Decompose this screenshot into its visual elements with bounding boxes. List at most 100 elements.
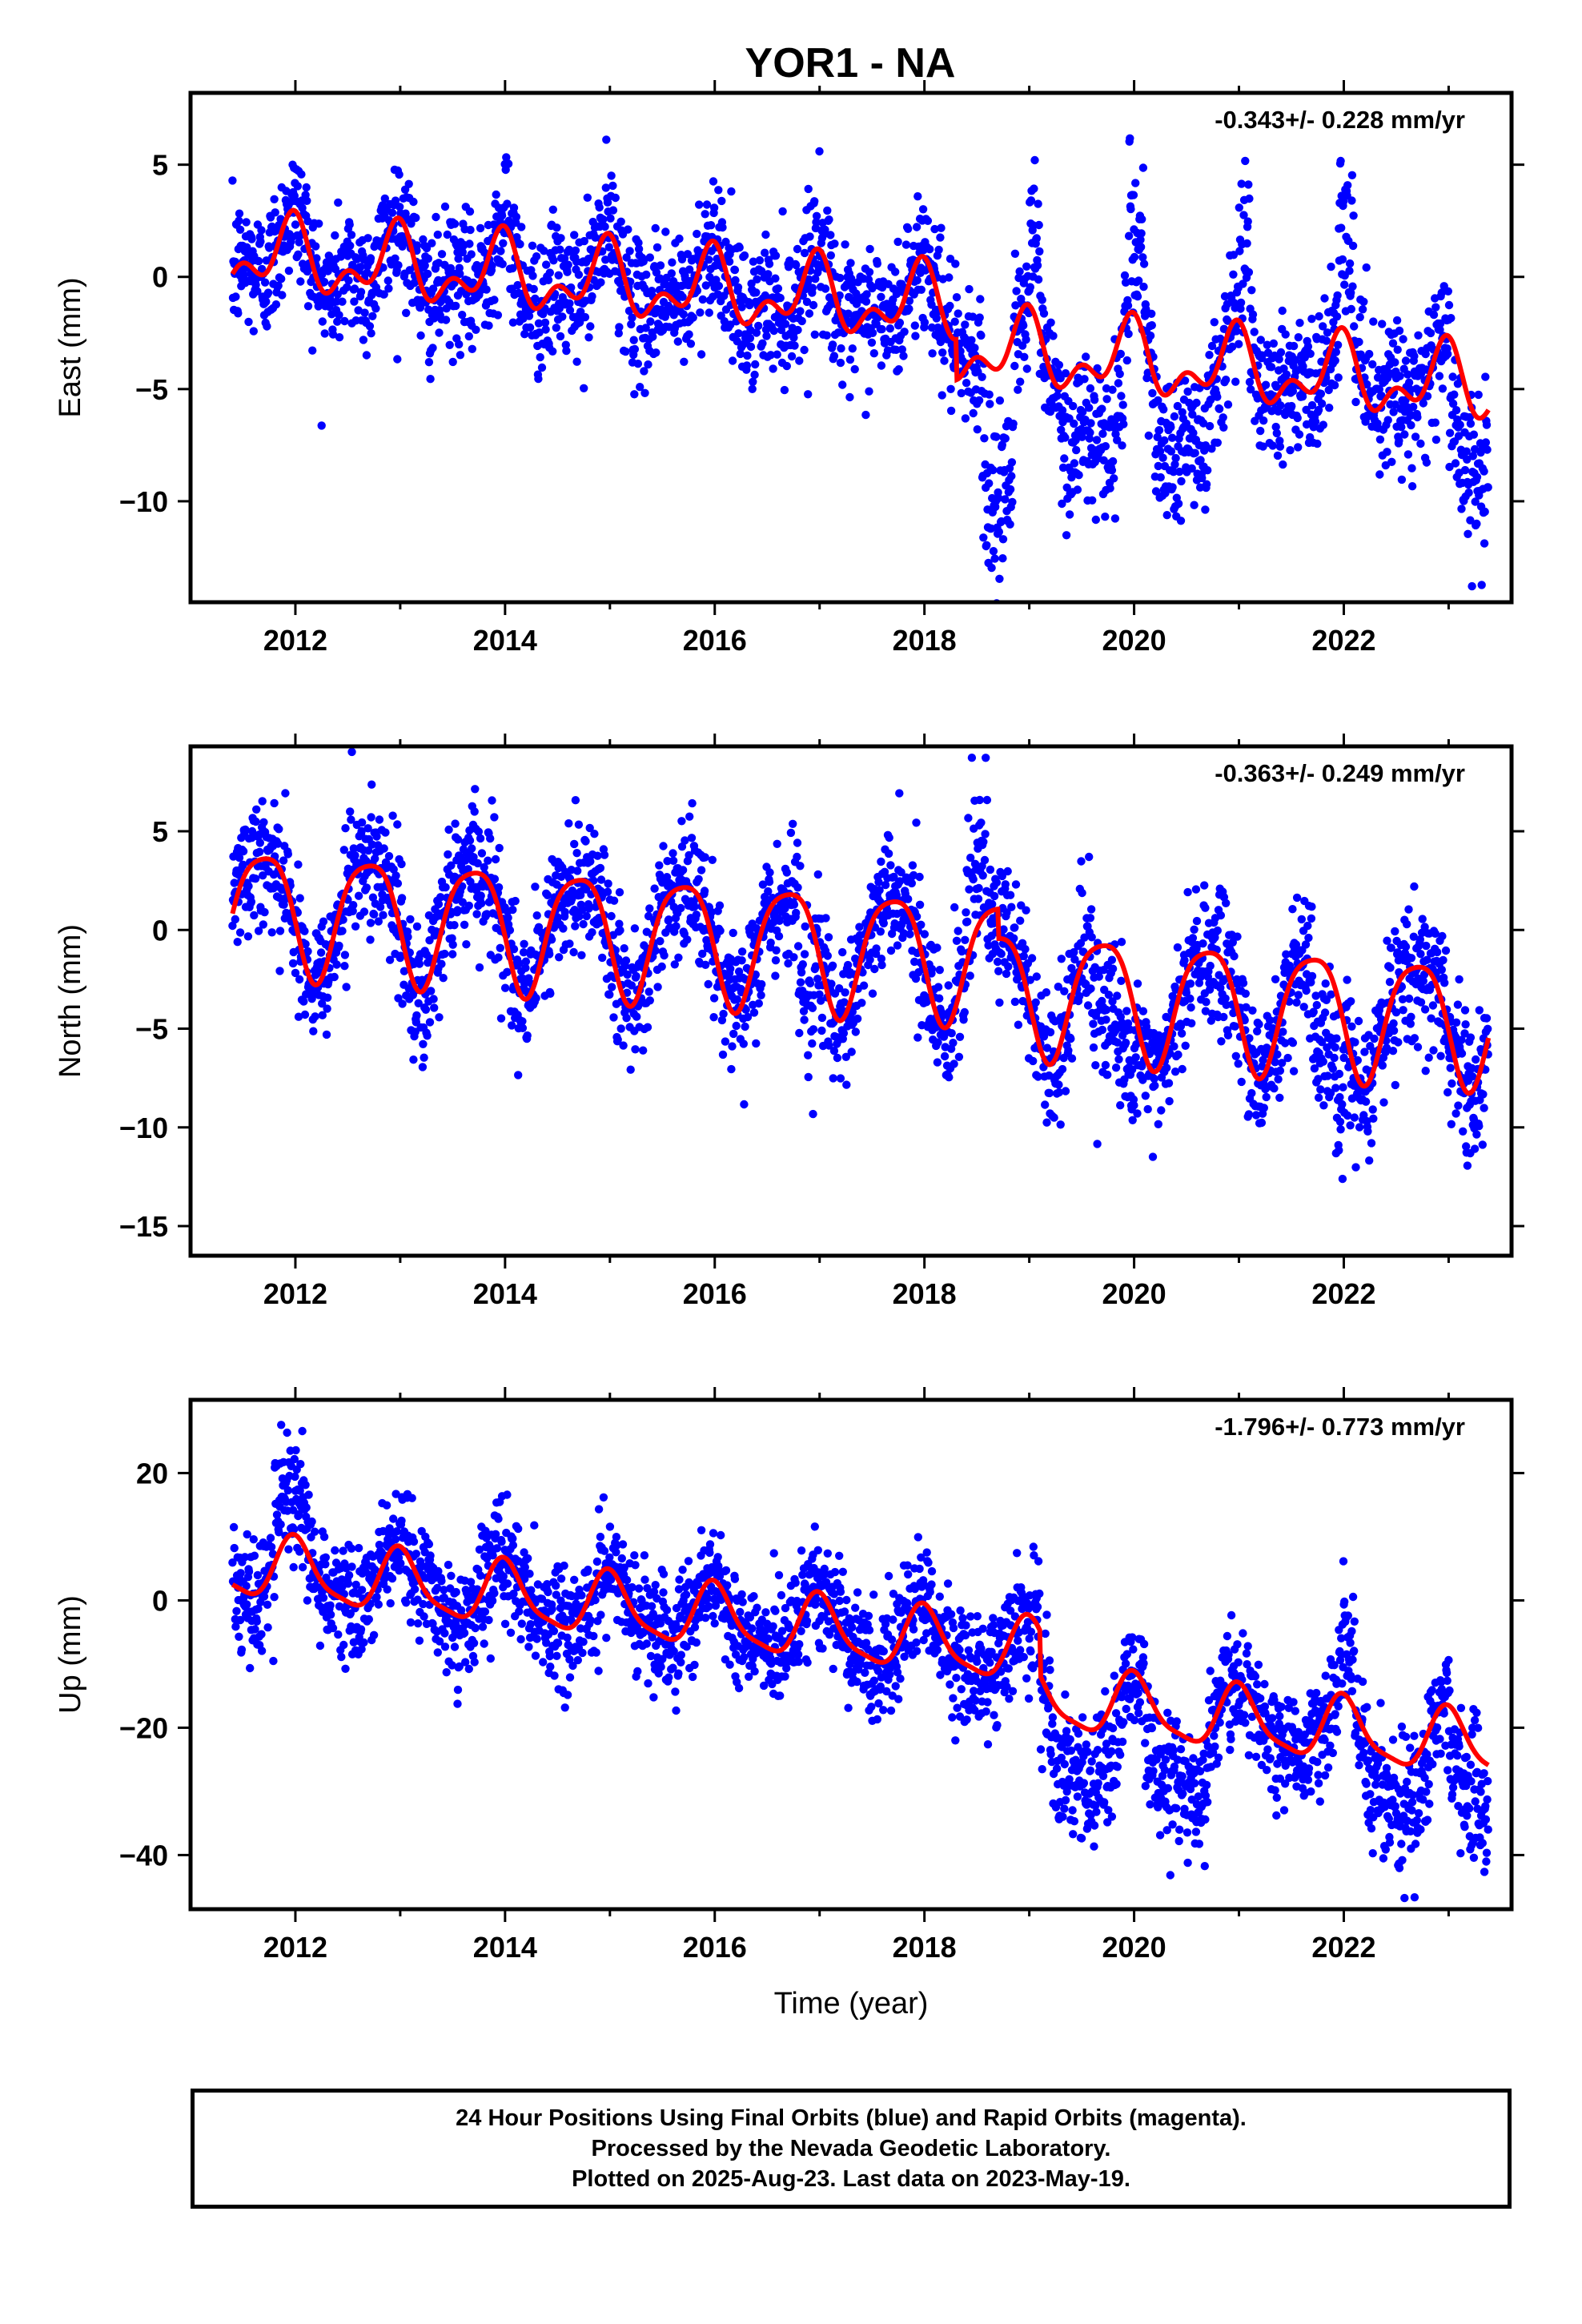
data-point xyxy=(872,944,881,953)
data-point xyxy=(374,917,383,926)
data-point xyxy=(870,964,879,974)
data-point xyxy=(253,287,262,296)
data-point xyxy=(745,334,755,343)
data-point xyxy=(990,891,999,901)
data-point xyxy=(430,1003,439,1012)
data-point xyxy=(341,824,350,833)
data-point xyxy=(1034,199,1042,208)
data-point xyxy=(577,951,586,960)
velocity-rate-label: -0.343+/- 0.228 mm/yr xyxy=(1215,106,1465,134)
data-point xyxy=(1235,247,1244,255)
data-point xyxy=(1131,1053,1140,1062)
data-point xyxy=(512,212,521,222)
data-point xyxy=(247,235,256,243)
data-point xyxy=(793,325,802,335)
data-point xyxy=(1268,441,1277,450)
data-point xyxy=(998,871,1007,881)
y-tick-label: 5 xyxy=(152,149,168,182)
data-point xyxy=(1108,456,1118,466)
data-point xyxy=(960,1007,970,1017)
data-point xyxy=(1377,392,1386,400)
data-point xyxy=(263,288,273,297)
data-point xyxy=(825,1041,833,1050)
data-point xyxy=(608,983,616,991)
data-point xyxy=(228,921,237,931)
data-point xyxy=(1282,370,1291,379)
data-point xyxy=(490,813,499,822)
data-point xyxy=(705,308,713,317)
data-point xyxy=(455,340,464,349)
data-point xyxy=(486,834,495,843)
data-point xyxy=(580,384,588,392)
data-point xyxy=(1338,255,1347,264)
data-point xyxy=(231,915,239,924)
data-point xyxy=(519,948,528,957)
data-point xyxy=(1151,487,1161,496)
data-point xyxy=(254,927,263,935)
data-point xyxy=(815,990,824,999)
data-point xyxy=(1431,418,1440,427)
data-point xyxy=(442,304,451,313)
data-point xyxy=(521,963,530,972)
data-point xyxy=(766,351,775,360)
data-point xyxy=(793,838,802,847)
data-point xyxy=(982,795,992,805)
data-point xyxy=(275,893,284,903)
data-point xyxy=(1407,464,1416,472)
data-point xyxy=(790,341,799,350)
data-point xyxy=(1422,458,1431,467)
data-point xyxy=(1147,321,1157,330)
data-point xyxy=(771,251,781,260)
data-point xyxy=(1026,196,1036,205)
data-point xyxy=(850,364,859,374)
data-point xyxy=(1363,380,1371,389)
data-point xyxy=(1474,390,1483,400)
data-point xyxy=(1199,939,1207,948)
data-point xyxy=(1141,312,1150,320)
data-point xyxy=(279,856,288,865)
data-point xyxy=(645,904,654,913)
data-point xyxy=(892,891,901,900)
data-point xyxy=(1138,163,1148,172)
data-point xyxy=(936,233,945,242)
data-point xyxy=(278,291,287,300)
data-point xyxy=(496,1014,506,1023)
data-point xyxy=(640,367,648,376)
data-point xyxy=(885,324,895,333)
data-point xyxy=(1438,384,1447,393)
data-point xyxy=(318,1011,327,1019)
data-point xyxy=(1205,351,1214,360)
data-point xyxy=(363,234,372,243)
data-point xyxy=(839,1029,849,1038)
data-point xyxy=(393,879,403,888)
data-point xyxy=(687,834,697,842)
data-point xyxy=(678,292,687,301)
data-point xyxy=(1061,433,1070,442)
data-point xyxy=(999,925,1008,934)
data-point xyxy=(402,308,411,317)
data-point xyxy=(432,212,440,222)
data-point xyxy=(1191,448,1199,457)
data-point xyxy=(980,855,990,865)
data-point xyxy=(632,971,640,981)
data-point xyxy=(1203,466,1212,475)
data-point xyxy=(623,970,632,979)
data-point xyxy=(295,238,303,247)
data-point xyxy=(1011,880,1021,889)
data-point xyxy=(1173,943,1182,952)
data-point xyxy=(846,259,855,267)
data-point xyxy=(521,957,531,966)
data-point xyxy=(295,975,304,984)
data-point xyxy=(1431,303,1440,312)
data-point xyxy=(1315,312,1323,321)
data-point xyxy=(293,182,302,191)
data-point xyxy=(452,301,460,311)
data-point xyxy=(1349,211,1358,220)
data-point xyxy=(456,269,464,279)
data-point xyxy=(841,1052,851,1062)
data-point xyxy=(789,953,798,962)
data-point xyxy=(1340,280,1349,289)
data-point xyxy=(645,253,654,262)
data-point xyxy=(1154,426,1164,435)
